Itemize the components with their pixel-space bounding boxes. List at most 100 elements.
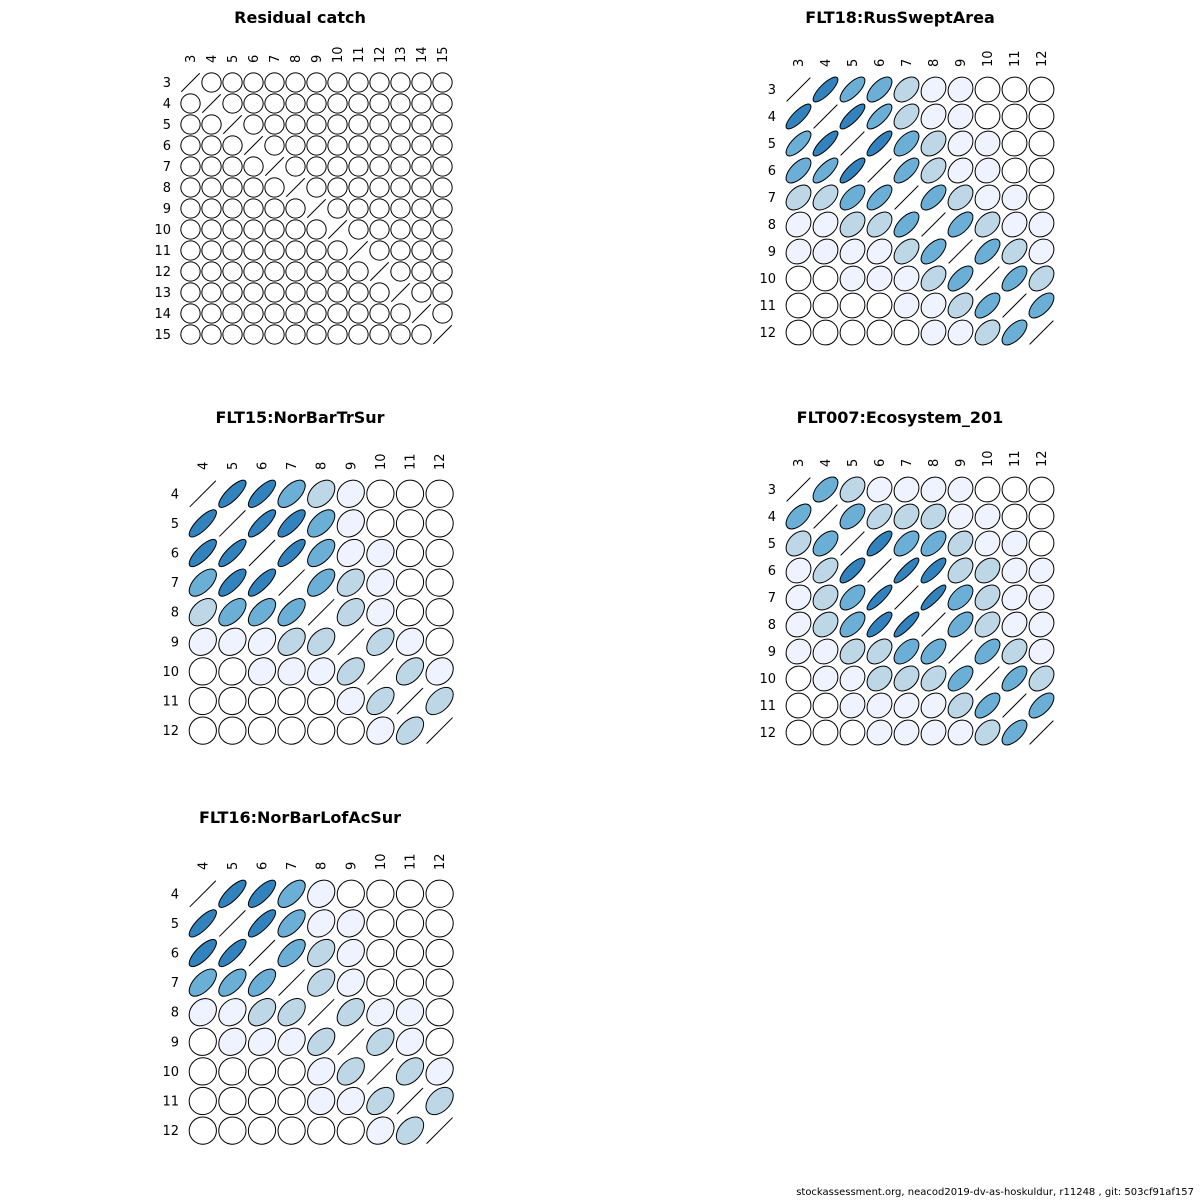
row-tick-label: 4 — [171, 887, 179, 902]
diagonal-line — [411, 303, 432, 324]
corr-ellipse — [188, 568, 217, 597]
col-tick-label: 8 — [927, 59, 942, 67]
corr-ellipse — [785, 557, 812, 584]
corr-ellipse — [432, 177, 453, 198]
corr-ellipse — [188, 686, 217, 716]
row-tick-label: 11 — [162, 1095, 179, 1110]
corr-ellipse — [920, 157, 947, 184]
row-tick-label: 5 — [163, 118, 171, 133]
corr-ellipse — [839, 557, 866, 584]
diagonal-line — [948, 239, 973, 264]
row-tick-label: 7 — [768, 591, 776, 606]
corr-ellipse — [974, 530, 1001, 557]
col-tick-label: 10 — [981, 450, 996, 467]
col-tick-label: 9 — [954, 459, 969, 467]
corr-ellipse — [974, 157, 1001, 184]
corr-ellipse — [432, 261, 453, 282]
corr-ellipse — [390, 324, 411, 345]
diagonal-line — [307, 998, 335, 1026]
col-tick-label: 5 — [226, 862, 241, 870]
row-tick-label: 14 — [154, 307, 171, 322]
corr-ellipse — [1001, 184, 1028, 211]
col-tick-label: 12 — [1035, 450, 1050, 467]
corr-ellipse — [947, 584, 974, 611]
corr-ellipse — [264, 282, 285, 303]
corr-ellipse — [1028, 157, 1055, 184]
corr-ellipse — [348, 219, 369, 240]
corr-ellipse — [974, 584, 1001, 611]
corr-ellipse — [218, 686, 247, 716]
corr-ellipse — [785, 265, 812, 292]
corr-ellipse — [1028, 638, 1055, 665]
corr-ellipse — [277, 479, 306, 508]
corr-ellipse — [247, 509, 277, 538]
diagonal-line — [786, 477, 811, 502]
corr-ellipse — [839, 265, 866, 292]
corr-ellipse — [201, 135, 222, 156]
diagonal-line — [337, 628, 365, 656]
corr-ellipse — [432, 240, 453, 261]
row-tick-label: 5 — [768, 537, 776, 552]
col-tick-label: 11 — [1008, 450, 1023, 467]
corr-ellipse — [306, 156, 327, 177]
corr-ellipse — [1001, 476, 1028, 503]
corr-ellipse — [866, 76, 893, 103]
col-tick-label: 7 — [268, 55, 283, 63]
corr-ellipse — [893, 638, 920, 665]
corr-ellipse — [188, 938, 217, 968]
col-tick-label: 8 — [315, 862, 330, 870]
diagonal-line — [813, 104, 838, 129]
corr-ellipse — [947, 157, 974, 184]
corr-ellipse — [390, 219, 411, 240]
corr-ellipse — [920, 719, 947, 746]
corr-ellipse — [307, 1027, 336, 1056]
corr-ellipse — [201, 156, 222, 177]
corr-ellipse — [247, 627, 277, 656]
row-tick-label: 4 — [171, 487, 179, 502]
corr-ellipse — [974, 557, 1001, 584]
row-tick-label: 11 — [759, 699, 776, 714]
corr-ellipse — [395, 538, 425, 568]
corr-ellipse — [222, 198, 243, 219]
col-tick-label: 13 — [394, 46, 409, 63]
corr-ellipse — [285, 240, 306, 261]
corr-ellipse — [327, 324, 348, 345]
corr-ellipse — [218, 479, 247, 508]
row-tick-label: 12 — [154, 265, 171, 280]
corr-ellipse — [947, 719, 974, 746]
corr-ellipse — [974, 238, 1001, 265]
corr-ellipse — [893, 211, 920, 238]
diagonal-line — [1029, 320, 1054, 345]
corr-ellipse — [369, 198, 390, 219]
corr-ellipse — [188, 1027, 217, 1056]
corr-ellipse — [366, 538, 395, 568]
corr-ellipse — [366, 1027, 395, 1056]
corr-ellipse — [947, 265, 974, 292]
corr-ellipse — [264, 114, 285, 135]
corr-ellipse — [264, 198, 285, 219]
corr-ellipse — [222, 93, 243, 114]
corr-ellipse — [285, 135, 306, 156]
corr-ellipse — [812, 211, 839, 238]
corr-ellipse — [1001, 719, 1028, 746]
corr-ellipse — [306, 177, 327, 198]
corr-ellipse — [866, 503, 893, 530]
corr-ellipse — [243, 93, 264, 114]
corr-ellipse — [201, 177, 222, 198]
corr-ellipse — [222, 261, 243, 282]
diagonal-line — [278, 969, 305, 996]
corr-ellipse — [866, 530, 893, 557]
corr-ellipse — [306, 135, 327, 156]
corr-ellipse — [336, 509, 365, 538]
corr-ellipse — [395, 657, 425, 686]
row-tick-label: 6 — [171, 547, 179, 562]
corr-ellipse — [866, 692, 893, 719]
corr-ellipse — [947, 665, 974, 692]
corr-ellipse — [201, 324, 222, 345]
corr-ellipse — [411, 156, 432, 177]
corr-ellipse — [920, 238, 947, 265]
diagonal-line — [243, 135, 264, 156]
corr-ellipse — [974, 292, 1001, 319]
corr-ellipse — [336, 938, 365, 968]
